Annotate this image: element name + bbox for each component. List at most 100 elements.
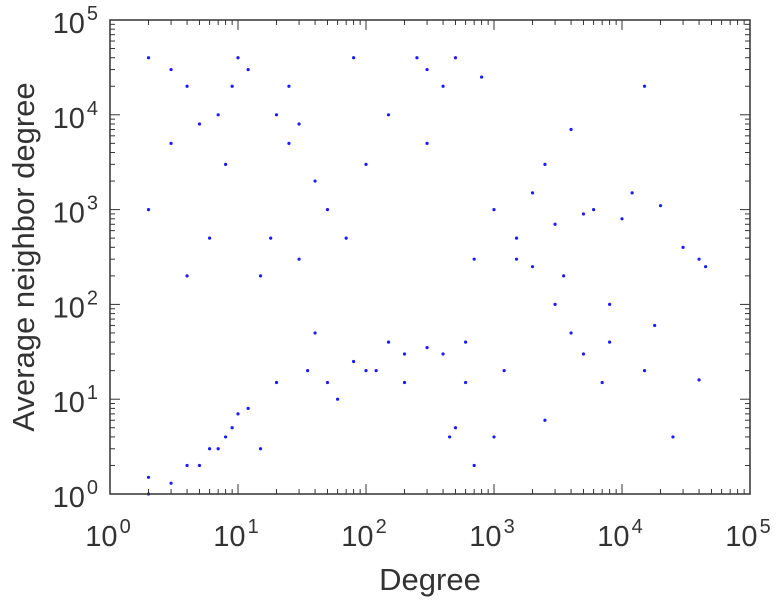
data-point — [313, 179, 317, 183]
data-point — [472, 257, 476, 261]
data-point — [453, 426, 458, 430]
data-point — [453, 56, 458, 60]
data-point — [620, 217, 624, 221]
data-point — [642, 369, 647, 373]
x-tick-label: 10 2 — [341, 516, 386, 553]
data-point — [386, 340, 391, 344]
data-point — [569, 127, 573, 132]
data-point — [146, 475, 151, 479]
data-point — [208, 447, 212, 451]
data-point — [287, 141, 291, 145]
data-point — [169, 141, 173, 145]
data-point — [386, 113, 391, 117]
data-point — [492, 435, 496, 439]
data-point — [374, 369, 378, 373]
data-point — [169, 481, 173, 485]
data-point — [697, 257, 701, 261]
axis-ticks — [109, 20, 750, 495]
data-point — [146, 56, 151, 60]
data-point — [448, 435, 452, 439]
data-point — [600, 380, 604, 385]
data-point — [581, 212, 586, 216]
y-tick-label: 10 4 — [53, 98, 98, 135]
data-point — [274, 380, 279, 385]
data-point — [216, 447, 220, 451]
data-point — [704, 265, 708, 269]
data-point — [352, 56, 356, 60]
data-point — [146, 208, 151, 212]
data-point — [216, 113, 220, 117]
data-point — [208, 236, 212, 240]
data-point — [185, 463, 189, 468]
data-point — [514, 257, 519, 261]
data-point — [514, 236, 519, 240]
data-point — [543, 418, 547, 422]
data-point — [425, 346, 429, 350]
data-point — [530, 265, 535, 269]
plot-frame — [109, 19, 751, 495]
tick-labels: 10 0 10 1 10 2 10 3 10 4 10 5 10 0 10 1 10 2 10 3 10 4 10 5 — [53, 3, 771, 553]
data-point — [592, 208, 596, 212]
y-tick-label: 10 0 — [53, 477, 98, 514]
data-point — [671, 435, 675, 439]
y-axis-label: Average neighbor degree — [6, 82, 41, 431]
data-point — [562, 274, 566, 278]
data-point — [185, 274, 189, 278]
data-point — [236, 56, 240, 60]
data-point — [681, 245, 685, 249]
x-axis-label: Degree — [379, 562, 481, 597]
data-point — [492, 208, 496, 212]
data-point — [464, 340, 468, 344]
data-point — [258, 274, 263, 278]
data-point — [464, 380, 468, 385]
y-tick-label: 10 3 — [53, 193, 98, 230]
data-point — [543, 162, 547, 166]
data-point — [325, 380, 330, 385]
y-tick-label: 10 5 — [53, 3, 98, 40]
data-point — [352, 359, 356, 364]
data-points — [146, 56, 708, 496]
data-point — [502, 369, 506, 373]
data-point — [425, 67, 429, 72]
data-point — [224, 435, 228, 439]
y-tick-label: 10 1 — [53, 382, 98, 419]
data-point — [402, 352, 407, 356]
x-tick-label: 10 5 — [725, 516, 770, 553]
data-point — [553, 302, 557, 306]
data-point — [274, 113, 279, 117]
x-tick-label: 10 1 — [213, 516, 258, 553]
data-point — [230, 84, 234, 88]
data-point — [472, 463, 476, 468]
data-point — [246, 406, 250, 410]
data-point — [344, 236, 348, 240]
data-point — [364, 369, 368, 373]
data-point — [415, 56, 419, 60]
data-point — [269, 236, 273, 240]
data-point — [569, 331, 573, 335]
data-point — [224, 162, 228, 166]
data-point — [236, 412, 240, 416]
data-point — [608, 302, 612, 306]
data-point — [441, 352, 445, 356]
data-point — [480, 75, 484, 79]
data-point — [306, 369, 310, 373]
data-point — [297, 122, 301, 126]
data-point — [169, 67, 173, 72]
data-point — [185, 84, 189, 88]
data-point — [364, 162, 368, 166]
x-tick-label: 10 3 — [469, 516, 514, 553]
data-point — [425, 141, 429, 145]
data-point — [197, 122, 202, 126]
data-point — [697, 378, 701, 382]
x-tick-label: 10 4 — [597, 516, 642, 553]
data-point — [246, 67, 250, 72]
data-point — [630, 191, 634, 195]
data-point — [658, 204, 663, 208]
data-point — [313, 331, 317, 335]
data-point — [297, 257, 301, 261]
data-point — [336, 397, 340, 401]
y-tick-label: 10 2 — [53, 287, 98, 324]
data-point — [197, 463, 202, 468]
data-point — [287, 84, 291, 88]
